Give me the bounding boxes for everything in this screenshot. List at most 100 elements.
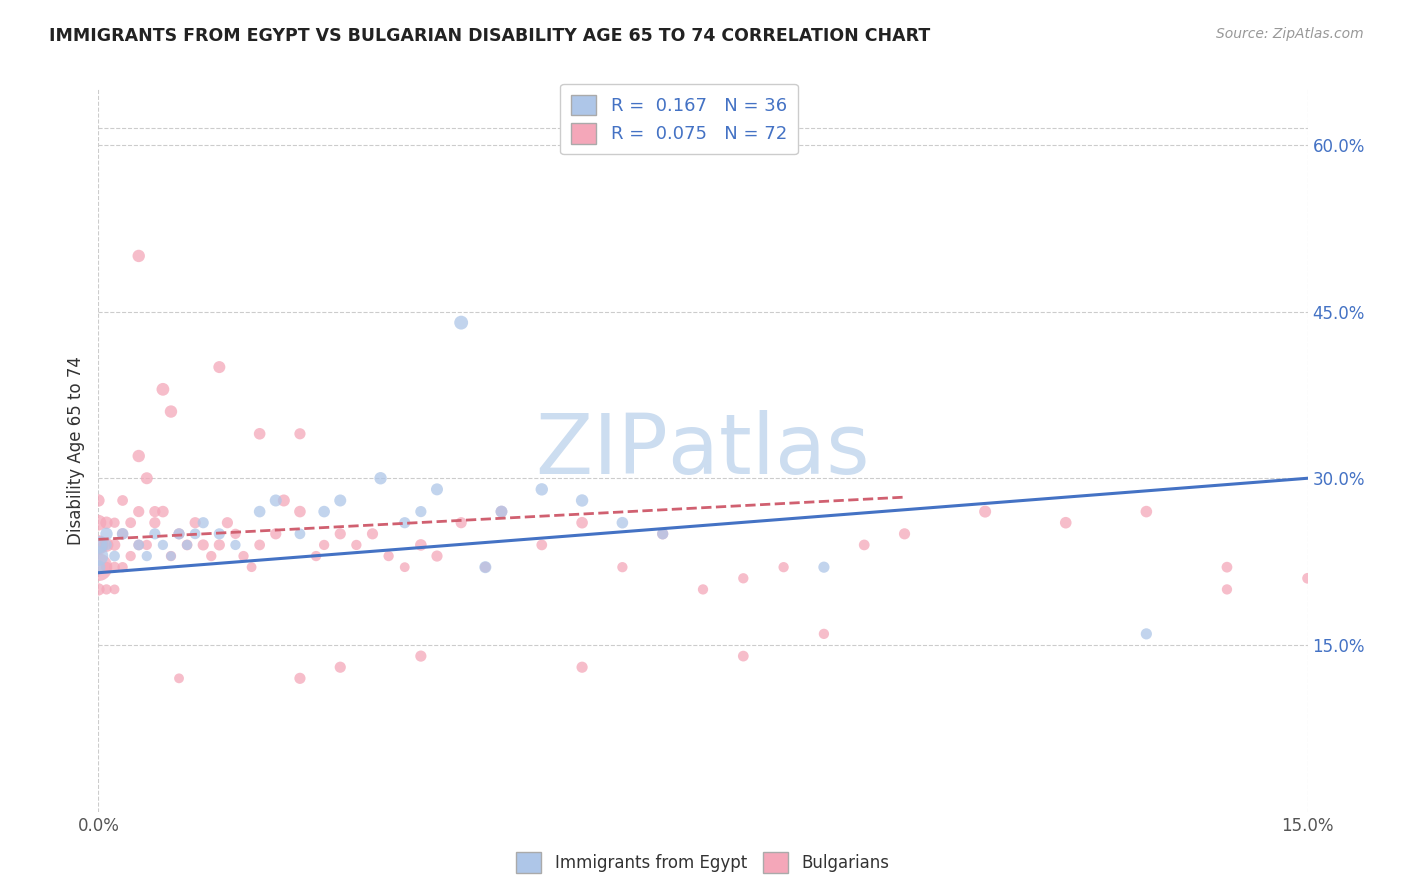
Point — [813, 627, 835, 641]
Point — [264, 526, 287, 541]
Point — [87, 493, 110, 508]
Point — [184, 516, 207, 530]
Point — [651, 526, 673, 541]
Point — [176, 538, 198, 552]
Point — [193, 516, 215, 530]
Point — [128, 538, 150, 552]
Point — [409, 649, 432, 664]
Point — [288, 505, 311, 519]
Point — [128, 249, 150, 263]
Point — [160, 404, 183, 418]
Point — [450, 516, 472, 530]
Point — [87, 516, 110, 530]
Point — [103, 549, 125, 563]
Point — [409, 538, 432, 552]
Point — [733, 571, 755, 585]
Point — [264, 493, 287, 508]
Point — [232, 549, 254, 563]
Point — [128, 449, 150, 463]
Point — [96, 560, 118, 574]
Point — [160, 549, 183, 563]
Point — [103, 560, 125, 574]
Point — [329, 493, 352, 508]
Point — [370, 471, 392, 485]
Point — [200, 549, 222, 563]
Point — [87, 538, 110, 552]
Point — [305, 549, 328, 563]
Point — [160, 549, 183, 563]
Legend: R =  0.167   N = 36, R =  0.075   N = 72: R = 0.167 N = 36, R = 0.075 N = 72 — [560, 84, 797, 154]
Point — [772, 560, 794, 574]
Point — [377, 549, 399, 563]
Point — [152, 505, 174, 519]
Point — [217, 516, 239, 530]
Point — [853, 538, 876, 552]
Point — [1216, 582, 1239, 597]
Point — [571, 493, 593, 508]
Point — [426, 483, 449, 497]
Point — [143, 526, 166, 541]
Point — [193, 538, 215, 552]
Point — [208, 360, 231, 375]
Point — [288, 426, 311, 441]
Point — [128, 505, 150, 519]
Text: ZIP​atlas: ZIP​atlas — [536, 410, 870, 491]
Point — [96, 538, 118, 552]
Point — [426, 549, 449, 563]
Point — [167, 671, 190, 685]
Point — [103, 582, 125, 597]
Point — [143, 505, 166, 519]
Point — [152, 382, 174, 396]
Point — [1216, 560, 1239, 574]
Point — [450, 316, 472, 330]
Point — [87, 538, 110, 552]
Point — [361, 526, 384, 541]
Point — [344, 538, 367, 552]
Point — [143, 516, 166, 530]
Point — [135, 538, 157, 552]
Point — [491, 505, 513, 519]
Point — [96, 526, 118, 541]
Point — [96, 538, 118, 552]
Point — [176, 538, 198, 552]
Point — [1296, 571, 1319, 585]
Point — [120, 516, 142, 530]
Text: IMMIGRANTS FROM EGYPT VS BULGARIAN DISABILITY AGE 65 TO 74 CORRELATION CHART: IMMIGRANTS FROM EGYPT VS BULGARIAN DISAB… — [49, 27, 931, 45]
Point — [167, 526, 190, 541]
Point — [128, 538, 150, 552]
Point — [87, 560, 110, 574]
Point — [224, 538, 246, 552]
Point — [103, 516, 125, 530]
Point — [152, 538, 174, 552]
Point — [249, 538, 271, 552]
Point — [651, 526, 673, 541]
Point — [974, 505, 997, 519]
Point — [409, 505, 432, 519]
Point — [314, 538, 336, 552]
Point — [87, 560, 110, 574]
Point — [120, 549, 142, 563]
Point — [208, 526, 231, 541]
Point — [893, 526, 915, 541]
Point — [111, 526, 134, 541]
Point — [87, 549, 110, 563]
Point — [249, 505, 271, 519]
Point — [96, 582, 118, 597]
Point — [224, 526, 246, 541]
Point — [733, 649, 755, 664]
Point — [1135, 505, 1157, 519]
Point — [394, 516, 416, 530]
Point — [184, 526, 207, 541]
Text: Source: ZipAtlas.com: Source: ZipAtlas.com — [1216, 27, 1364, 41]
Point — [314, 505, 336, 519]
Point — [135, 471, 157, 485]
Point — [329, 660, 352, 674]
Point — [612, 560, 634, 574]
Legend: Immigrants from Egypt, Bulgarians: Immigrants from Egypt, Bulgarians — [509, 846, 897, 880]
Point — [813, 560, 835, 574]
Point — [491, 505, 513, 519]
Point — [240, 560, 263, 574]
Point — [96, 516, 118, 530]
Point — [135, 549, 157, 563]
Point — [273, 493, 295, 508]
